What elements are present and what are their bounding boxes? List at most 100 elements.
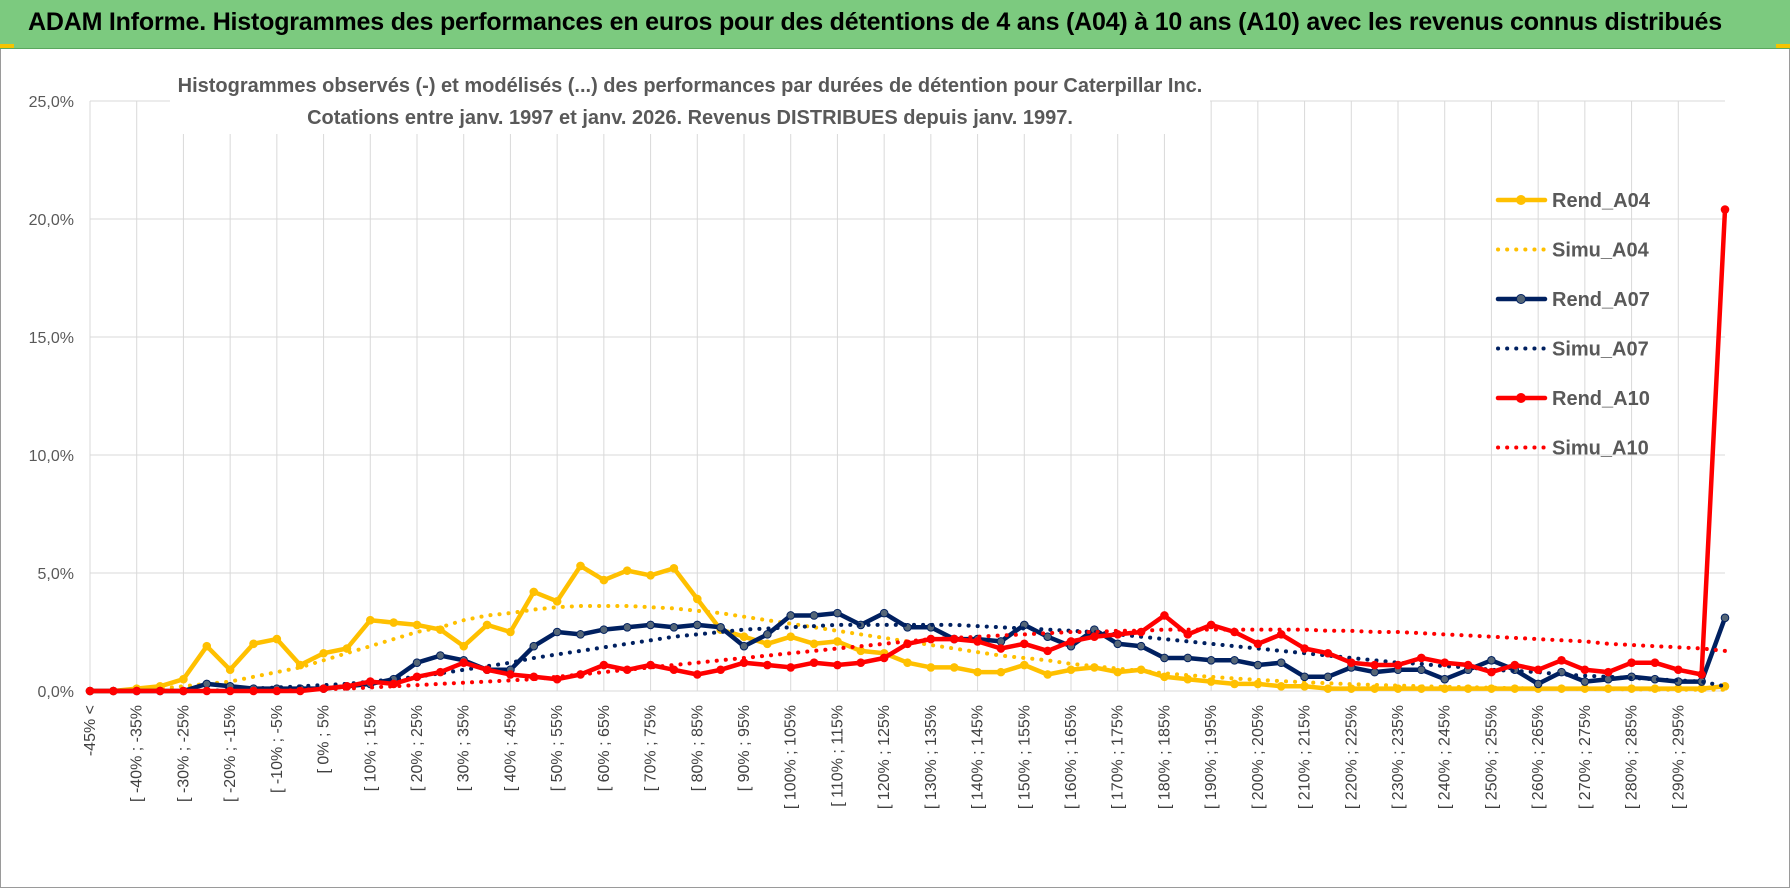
data-point [646,571,655,580]
data-point [1580,665,1590,675]
data-point [1019,639,1029,649]
data-point [412,672,422,682]
data-point [225,665,235,675]
legend-label: Simu_A04 [1552,240,1650,262]
data-point [529,587,539,597]
data-point [552,597,562,606]
series-line [88,604,1727,693]
data-point [482,665,492,675]
legend-item-rend-a10[interactable]: Rend_A10 [1495,388,1650,410]
data-point [1370,667,1379,677]
x-tick-label: [ 70% ; 75% [643,705,660,791]
data-point [879,653,889,663]
legend-marker [1516,195,1526,205]
data-point [926,663,936,672]
data-point [1090,632,1099,642]
data-point [622,566,632,575]
data-point [809,639,819,649]
data-point [739,641,749,651]
x-tick-label: [ 280% ; 285% [1624,705,1641,809]
data-point [1417,665,1426,675]
x-tick-label: [ -40% ; -35% [129,705,146,802]
data-point [1206,620,1216,630]
data-point [1230,679,1239,689]
data-point [1533,665,1543,675]
x-tick-label: [ 240% ; 245% [1437,705,1454,809]
legend-item-simu-a07[interactable]: Simu_A07 [1496,339,1649,361]
x-tick-label: [ 160% ; 165% [1063,705,1080,809]
data-point [996,637,1006,646]
data-point [1393,660,1403,670]
y-tick-label: 15,0% [29,330,74,347]
data-point [1183,653,1193,663]
data-point [1533,679,1543,689]
x-tick-label: [ 250% ; 255% [1483,705,1500,809]
data-point [1113,667,1123,677]
data-point [903,658,912,667]
x-tick-label: [ 190% ; 195% [1203,705,1220,809]
data-point [599,660,609,670]
report-title: ADAM Informe. Histogrammes des performan… [28,8,1722,36]
header-corner-left [0,44,14,48]
x-tick-label: [ 130% ; 135% [923,705,940,809]
x-tick-label: [ 110% ; 115% [829,705,846,807]
data-point [1160,672,1169,682]
data-point [786,611,796,620]
x-tick-label: [ 200% ; 205% [1250,705,1267,809]
data-point [1580,677,1590,686]
series-simu-a04 [88,604,1727,693]
x-tick-label: [ 40% ; 45% [502,705,519,791]
x-tick-label: [ -30% ; -25% [175,705,192,802]
data-point [1206,677,1216,686]
header-corner-right [1776,44,1790,48]
data-point [1440,674,1450,684]
data-point [739,658,749,667]
legend-marker [1516,294,1526,304]
data-point [1043,670,1052,679]
data-point [669,563,679,573]
series-line [87,207,1728,694]
data-point [529,641,539,651]
y-tick-label: 0,0% [38,684,74,701]
legend-marker [1516,393,1526,403]
data-point [436,667,445,677]
data-point [669,622,679,632]
legend-item-rend-a07[interactable]: Rend_A07 [1495,289,1650,311]
data-point [1557,656,1566,665]
data-point [249,639,258,649]
data-point [763,660,772,670]
data-point [1113,639,1123,649]
x-tick-label: [ 220% ; 225% [1343,705,1360,809]
data-point [1230,656,1239,665]
data-point [1323,684,1333,693]
gridlines [89,100,1725,692]
legend-item-simu-a10[interactable]: Simu_A10 [1496,438,1649,460]
legend-label: Simu_A10 [1552,438,1649,460]
data-point [763,630,772,639]
data-point [646,620,655,630]
data-point [692,594,702,604]
data-point [1440,658,1450,667]
data-point [1346,684,1356,693]
subtitle-line-1: Histogrammes observés (-) et modélisés (… [178,75,1203,97]
y-tick-label: 25,0% [29,94,74,111]
y-tick-label: 20,0% [29,212,74,229]
series-line [88,627,1727,693]
data-point [1300,672,1309,682]
data-point [1043,632,1052,642]
legend-item-rend-a04[interactable]: Rend_A04 [1495,190,1651,212]
legend-item-simu-a04[interactable]: Simu_A04 [1496,240,1650,262]
data-point [786,632,796,642]
legend[interactable]: Rend_A04 Simu_A04 Rend_A07 Simu_A07 Rend_A10… [1495,190,1651,460]
x-tick-label: [ -20% ; -15% [222,705,239,802]
x-tick-label: [ 30% ; 35% [456,705,473,791]
data-point [1323,672,1333,682]
data-point [716,665,725,675]
data-point [786,663,796,672]
legend-label: Rend_A10 [1552,388,1650,410]
x-tick-label: [ 10% ; 15% [362,705,379,791]
data-point [1183,630,1193,639]
data-point [833,608,842,618]
legend-label: Rend_A04 [1552,190,1651,212]
